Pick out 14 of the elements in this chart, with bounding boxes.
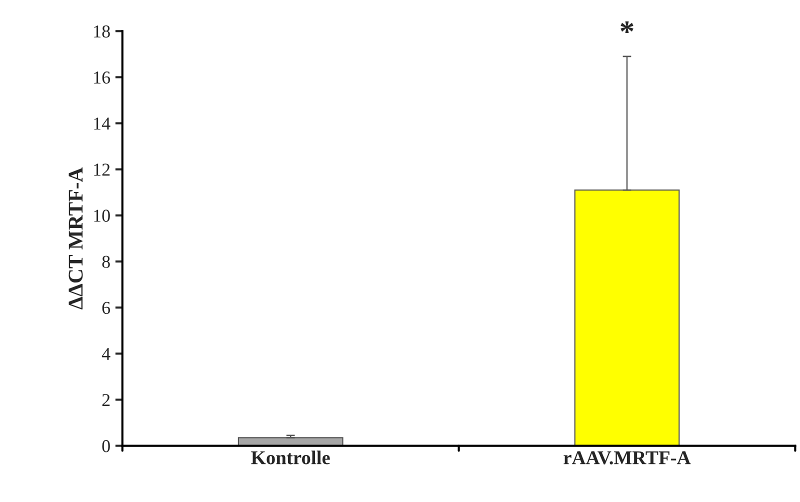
y-tick-label: 2 <box>102 394 110 406</box>
y-tick-label: 0 <box>102 440 110 452</box>
y-tick-label: 10 <box>94 210 110 222</box>
y-tick-label: 18 <box>94 25 110 38</box>
y-tick-label: 8 <box>102 256 110 268</box>
y-tick-label: 14 <box>94 118 110 130</box>
x-tick-label: rAAV.MRTF-A <box>564 451 691 464</box>
y-tick-label: 4 <box>102 348 110 360</box>
y-tick-label: 16 <box>94 72 110 84</box>
annotation: * <box>620 21 634 33</box>
y-tick-label: 6 <box>102 302 110 314</box>
y-axis-title: ΔΔCT MRTF-A <box>68 167 83 310</box>
y-tick-label: 12 <box>94 164 110 176</box>
x-tick-label: Kontrolle <box>251 450 330 464</box>
